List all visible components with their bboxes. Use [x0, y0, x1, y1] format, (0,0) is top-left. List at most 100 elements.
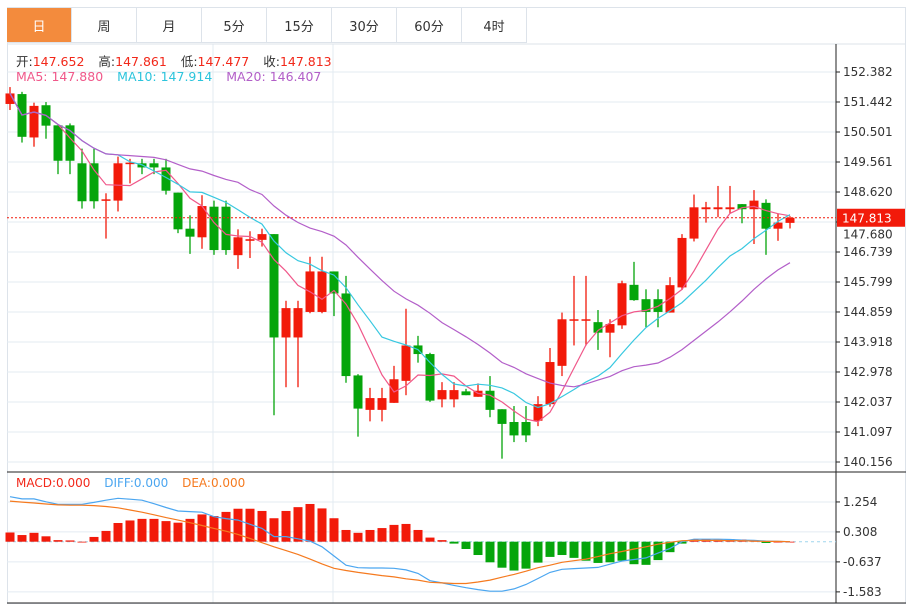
macd-bar: [641, 541, 651, 565]
macd-bar: [533, 541, 543, 563]
candle: [281, 300, 291, 388]
candle-body: [341, 293, 351, 377]
candle: [521, 406, 531, 443]
tab-5min[interactable]: 5分: [202, 8, 267, 43]
candle-body: [629, 284, 639, 301]
dea-line: [9, 500, 791, 585]
candle-body: [653, 299, 663, 312]
candle: [497, 409, 507, 459]
macd-bar: [221, 511, 231, 542]
macd-bar: [329, 518, 339, 542]
diff-value: DIFF:0.000: [104, 476, 169, 490]
macd-bar: [437, 540, 447, 542]
candle-body: [677, 237, 687, 288]
macd-bar: [389, 524, 399, 542]
candle-body: [521, 421, 531, 436]
y-tick-label: 145.799: [843, 275, 893, 289]
candle-body: [485, 390, 495, 410]
macd-bar: [341, 529, 351, 542]
candle-body: [701, 207, 711, 210]
y-tick-label: 144.859: [843, 305, 893, 319]
macd-bar: [137, 518, 147, 542]
macd-bar: [233, 508, 243, 542]
macd-bar: [269, 518, 279, 542]
candle: [77, 148, 87, 209]
macd-bar: [485, 541, 495, 563]
candle-body: [5, 93, 15, 104]
candle: [209, 200, 219, 255]
candle: [317, 256, 327, 314]
macd-bar: [377, 528, 387, 542]
candle: [473, 383, 483, 397]
tab-day[interactable]: 日: [7, 8, 72, 43]
candle-body: [509, 421, 519, 436]
candle: [773, 213, 783, 241]
macd-bar: [773, 541, 783, 543]
candle: [437, 382, 447, 408]
candle: [761, 199, 771, 255]
candle-body: [245, 239, 255, 241]
candle-body: [173, 192, 183, 230]
last-price-label: 147.813: [842, 212, 892, 226]
macd-bar: [77, 541, 87, 543]
candle: [41, 102, 51, 139]
macd-bar: [497, 541, 507, 568]
tab-4hour[interactable]: 4时: [462, 8, 527, 43]
macd-bar: [461, 541, 471, 549]
candle: [749, 190, 759, 245]
macd-value: MACD:0.000: [16, 476, 91, 490]
candle-body: [785, 217, 795, 223]
macd-bar: [17, 535, 27, 542]
candle-body: [569, 319, 579, 321]
macd-bar: [761, 541, 771, 543]
candle-body: [53, 125, 63, 161]
macd-bar: [473, 541, 483, 556]
candle-body: [581, 319, 591, 321]
candle-body: [533, 404, 543, 421]
candle: [725, 185, 735, 214]
macd-bar: [557, 541, 567, 556]
high-label: 高:: [98, 54, 116, 69]
candle: [785, 216, 795, 229]
candle-body: [101, 199, 111, 201]
macd-info: MACD:0.000 DIFF:0.000 DEA:0.000: [16, 476, 255, 490]
candle-body: [353, 375, 363, 409]
candle-body: [197, 206, 207, 238]
tab-month[interactable]: 月: [137, 8, 202, 43]
tab-15min[interactable]: 15分: [267, 8, 332, 43]
candle: [425, 352, 435, 402]
candle-body: [449, 390, 459, 400]
candle-body: [113, 163, 123, 201]
macd-bar: [245, 508, 255, 542]
macd-bar: [353, 532, 363, 542]
tab-30min[interactable]: 30分: [332, 8, 397, 43]
ma20-value: MA20: 146.407: [226, 69, 322, 84]
macd-bar: [281, 510, 291, 542]
candle: [65, 123, 75, 175]
macd-bar: [785, 541, 795, 543]
high-value: 147.861: [115, 54, 167, 69]
dea-value: DEA:0.000: [182, 476, 246, 490]
candle: [293, 300, 303, 388]
candle: [701, 201, 711, 223]
candle: [557, 312, 567, 377]
y-tick-label: 143.918: [843, 335, 893, 349]
tab-60min[interactable]: 60分: [397, 8, 462, 43]
candle-body: [161, 167, 171, 191]
candle-body: [437, 390, 447, 400]
candle-body: [761, 202, 771, 229]
candle-body: [749, 200, 759, 210]
candle: [689, 194, 699, 242]
candle-body: [281, 308, 291, 338]
period-tabs: 日 周 月 5分 15分 30分 60分 4时: [7, 8, 527, 44]
candle: [257, 228, 267, 247]
tab-week[interactable]: 周: [72, 8, 137, 43]
candle-body: [425, 354, 435, 401]
candle-body: [269, 234, 279, 338]
candle: [365, 387, 375, 422]
ma5-line: [9, 93, 791, 423]
candle: [53, 125, 63, 175]
macd-bar: [401, 523, 411, 542]
macd-bar: [605, 541, 615, 563]
candle: [377, 387, 387, 422]
